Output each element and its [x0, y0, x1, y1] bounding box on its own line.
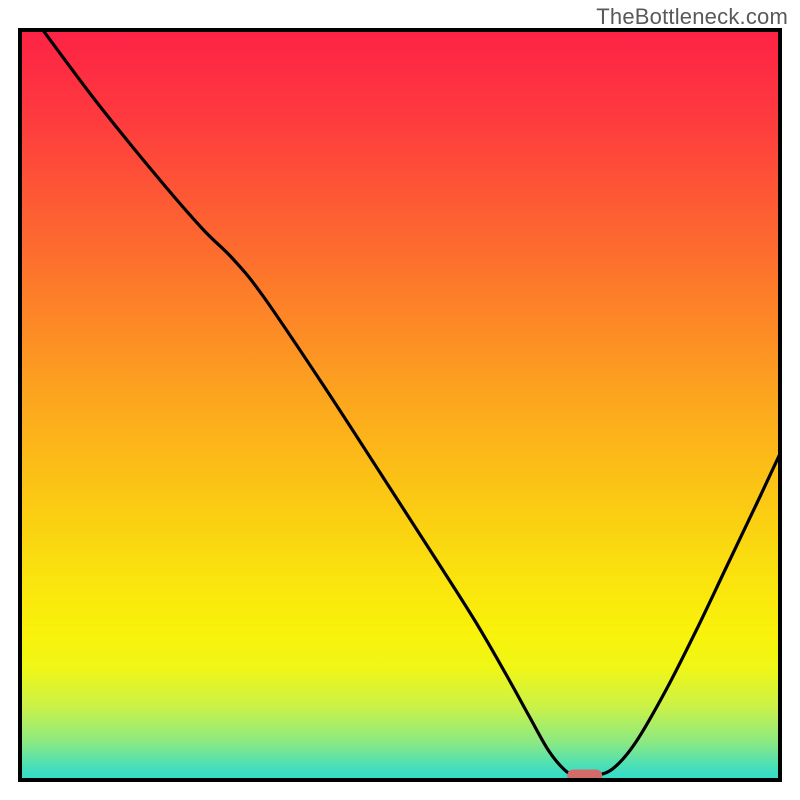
bottleneck-chart: [0, 0, 800, 800]
watermark-text: TheBottleneck.com: [596, 4, 788, 30]
chart-container: TheBottleneck.com: [0, 0, 800, 800]
plot-background: [20, 30, 780, 780]
